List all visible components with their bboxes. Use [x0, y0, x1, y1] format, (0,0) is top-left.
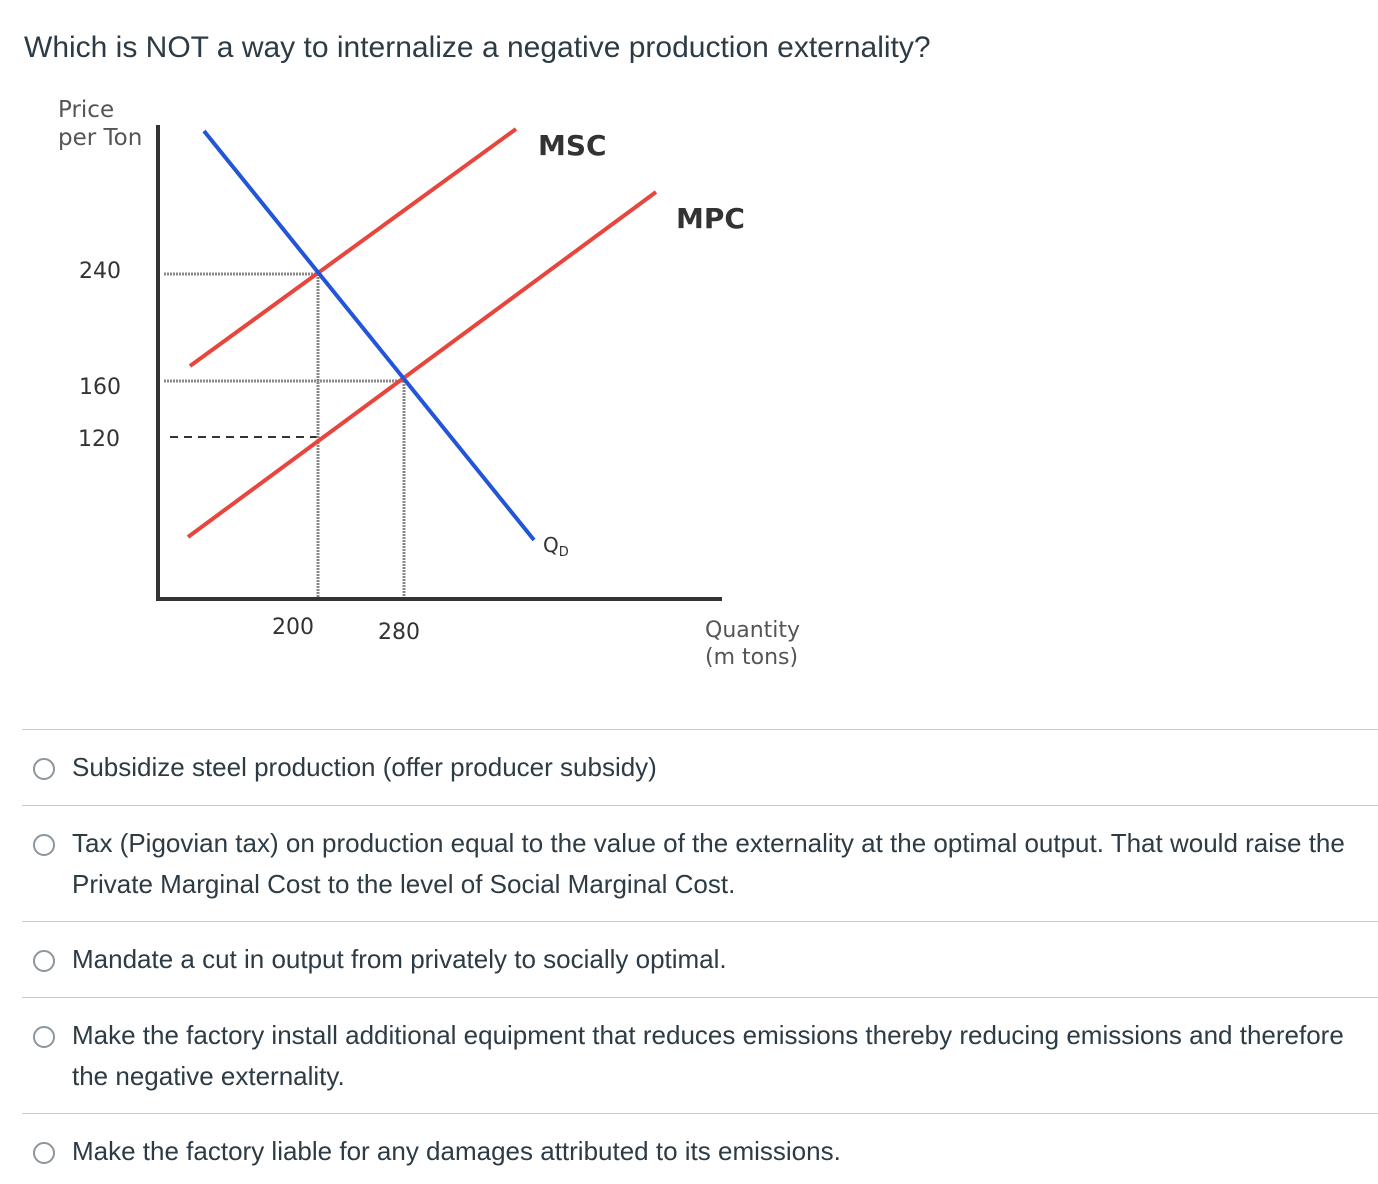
- question-text: Which is NOT a way to internalize a nega…: [24, 31, 931, 64]
- x-tick-280: 280: [378, 620, 420, 645]
- answer-option[interactable]: Tax (Pigovian tax) on production equal t…: [22, 805, 1378, 921]
- answer-option-label: Make the factory liable for any damages …: [72, 1136, 841, 1166]
- x-tick-200: 200: [272, 615, 314, 640]
- msc-label: MSC: [538, 129, 607, 162]
- mpc-label: MPC: [676, 202, 745, 235]
- demand-label-main: Q: [543, 533, 559, 557]
- answer-option[interactable]: Make the factory install additional equi…: [22, 997, 1378, 1113]
- answer-options: Subsidize steel production (offer produc…: [22, 729, 1378, 1183]
- y-tick-160: 160: [79, 375, 121, 400]
- radio-button[interactable]: [33, 758, 55, 780]
- radio-button[interactable]: [33, 950, 55, 972]
- x-axis-title-line2: (m tons): [705, 645, 798, 670]
- msc-line: [188, 127, 518, 368]
- answer-option-label: Tax (Pigovian tax) on production equal t…: [72, 828, 1345, 899]
- y-axis-title-line1: Price: [58, 97, 114, 123]
- radio-button[interactable]: [33, 834, 55, 856]
- y-tick-120: 120: [78, 427, 120, 452]
- chart-svg: Price per Ton Quantity (m tons) 240 160 …: [58, 97, 800, 670]
- answer-option-label: Make the factory install additional equi…: [72, 1020, 1344, 1091]
- answer-option[interactable]: Make the factory liable for any damages …: [22, 1113, 1378, 1183]
- y-axis-title-line2: per Ton: [58, 125, 142, 151]
- radio-button[interactable]: [33, 1142, 55, 1164]
- demand-line: [202, 129, 536, 542]
- demand-label-sub: D: [559, 545, 569, 560]
- y-tick-240: 240: [79, 259, 121, 284]
- radio-button[interactable]: [33, 1026, 55, 1048]
- answer-option-label: Subsidize steel production (offer produc…: [72, 752, 657, 782]
- answer-option[interactable]: Mandate a cut in output from privately t…: [22, 921, 1378, 997]
- answer-option-label: Mandate a cut in output from privately t…: [72, 944, 727, 974]
- answer-option[interactable]: Subsidize steel production (offer produc…: [22, 729, 1378, 805]
- externality-chart: Price per Ton Quantity (m tons) 240 160 …: [58, 97, 800, 670]
- x-axis-title-line1: Quantity: [705, 618, 800, 643]
- demand-label: QD: [543, 533, 569, 560]
- mpc-line: [186, 190, 658, 539]
